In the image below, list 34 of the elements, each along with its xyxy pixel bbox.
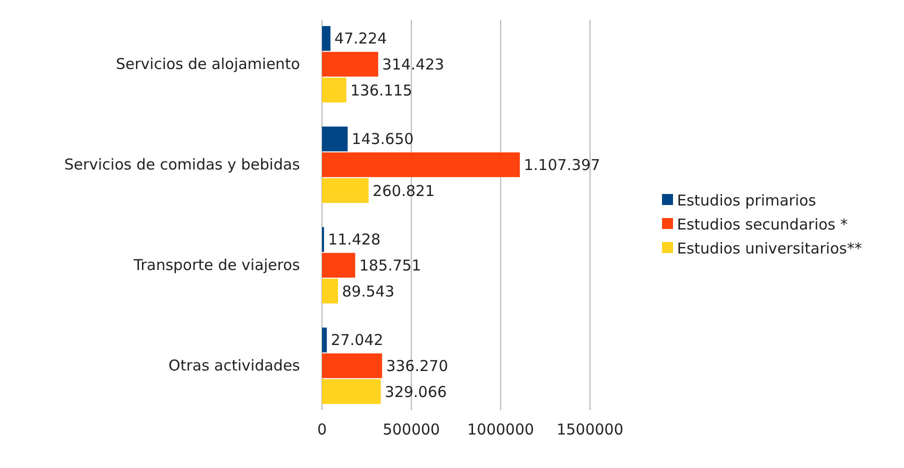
bar	[322, 178, 369, 203]
bar	[322, 126, 348, 152]
x-tick-label: 1000000	[467, 420, 534, 439]
y-tick-label: Servicios de alojamiento	[116, 55, 300, 74]
data-label: 143.650	[352, 130, 414, 148]
data-label: 329.066	[384, 382, 447, 401]
y-tick-label: Transporte de viajeros	[132, 256, 300, 274]
data-label: 1.107.397	[524, 156, 600, 174]
bar	[322, 26, 330, 51]
x-tick-label: 500000	[382, 420, 440, 439]
data-label: 89.543	[342, 282, 394, 300]
legend-label: Estudios secundarios *	[677, 215, 848, 234]
x-tick-label: 0	[317, 420, 327, 439]
data-label: 260.821	[372, 182, 435, 200]
data-label: 314.423	[382, 55, 444, 74]
bar	[322, 278, 338, 304]
data-label: 185.751	[359, 256, 422, 275]
data-label: 136.115	[350, 81, 412, 100]
data-label: 336.270	[386, 357, 448, 376]
bar	[322, 252, 356, 278]
data-label: 27.042	[330, 331, 384, 350]
legend-label: Estudios primarios	[677, 191, 816, 210]
bar	[322, 152, 520, 178]
x-tick-label: 1500000	[556, 420, 624, 439]
y-tick-label: Servicios de comidas y bebidas	[64, 156, 300, 174]
bar	[322, 78, 346, 102]
data-label: 11.428	[328, 230, 381, 249]
data-label: 47.224	[334, 30, 387, 48]
bar	[322, 52, 378, 77]
legend-label: Estudios universitarios**	[677, 239, 862, 258]
bar	[322, 328, 327, 352]
bar	[322, 353, 382, 378]
bar	[322, 379, 381, 404]
y-tick-label: Otras actividades	[168, 356, 300, 375]
